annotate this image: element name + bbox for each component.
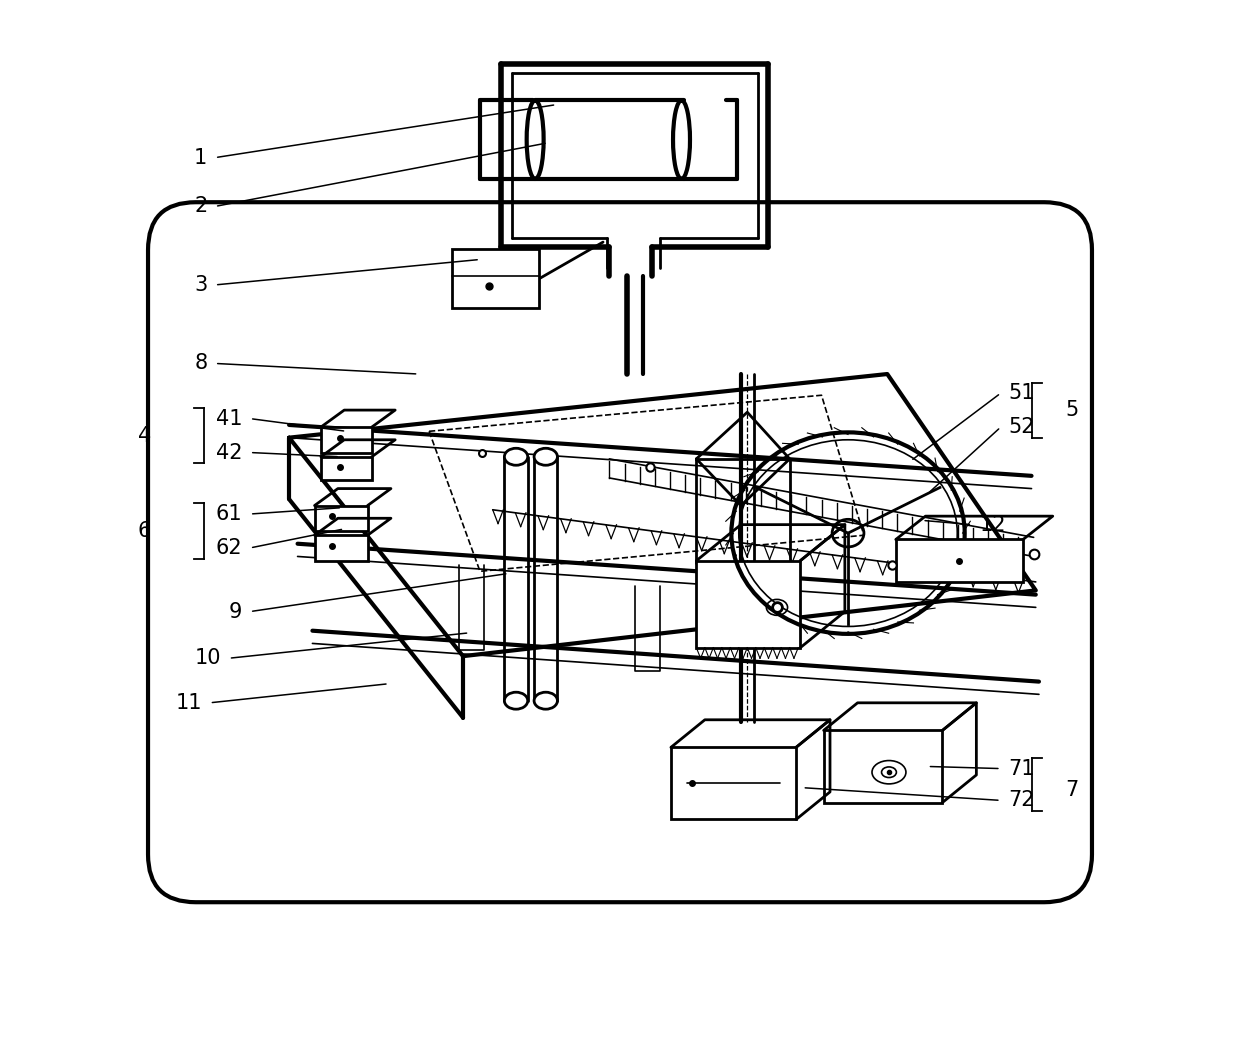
Text: 11: 11 bbox=[176, 692, 202, 713]
Bar bbox=[895, 539, 1023, 582]
Text: 72: 72 bbox=[1008, 790, 1034, 810]
Bar bbox=[315, 506, 367, 531]
Text: 8: 8 bbox=[195, 354, 207, 374]
Ellipse shape bbox=[534, 448, 558, 465]
Text: 52: 52 bbox=[1008, 417, 1034, 438]
Ellipse shape bbox=[527, 101, 543, 178]
Text: 71: 71 bbox=[1008, 758, 1034, 778]
Text: 6: 6 bbox=[138, 521, 151, 541]
Bar bbox=[321, 457, 372, 480]
Ellipse shape bbox=[505, 448, 528, 465]
Bar bbox=[671, 748, 796, 820]
Text: 12: 12 bbox=[980, 515, 1006, 534]
FancyBboxPatch shape bbox=[148, 202, 1092, 903]
Bar bbox=[823, 731, 942, 803]
Text: 9: 9 bbox=[229, 601, 243, 621]
Text: 10: 10 bbox=[195, 648, 221, 668]
Text: 41: 41 bbox=[216, 409, 243, 429]
Text: 7: 7 bbox=[1065, 780, 1079, 800]
Bar bbox=[321, 427, 372, 452]
Ellipse shape bbox=[505, 692, 528, 709]
Text: 1: 1 bbox=[195, 148, 207, 168]
Bar bbox=[697, 561, 800, 648]
Text: 3: 3 bbox=[195, 275, 207, 295]
Text: 5: 5 bbox=[1065, 400, 1079, 421]
Text: 51: 51 bbox=[1008, 383, 1034, 404]
Text: 4: 4 bbox=[138, 426, 151, 446]
Text: 2: 2 bbox=[195, 196, 207, 217]
Ellipse shape bbox=[673, 101, 689, 178]
Bar bbox=[315, 535, 367, 561]
Text: 62: 62 bbox=[216, 538, 243, 558]
Text: 42: 42 bbox=[216, 443, 243, 463]
Bar bbox=[453, 249, 539, 308]
Ellipse shape bbox=[534, 692, 558, 709]
Text: 61: 61 bbox=[216, 504, 243, 524]
